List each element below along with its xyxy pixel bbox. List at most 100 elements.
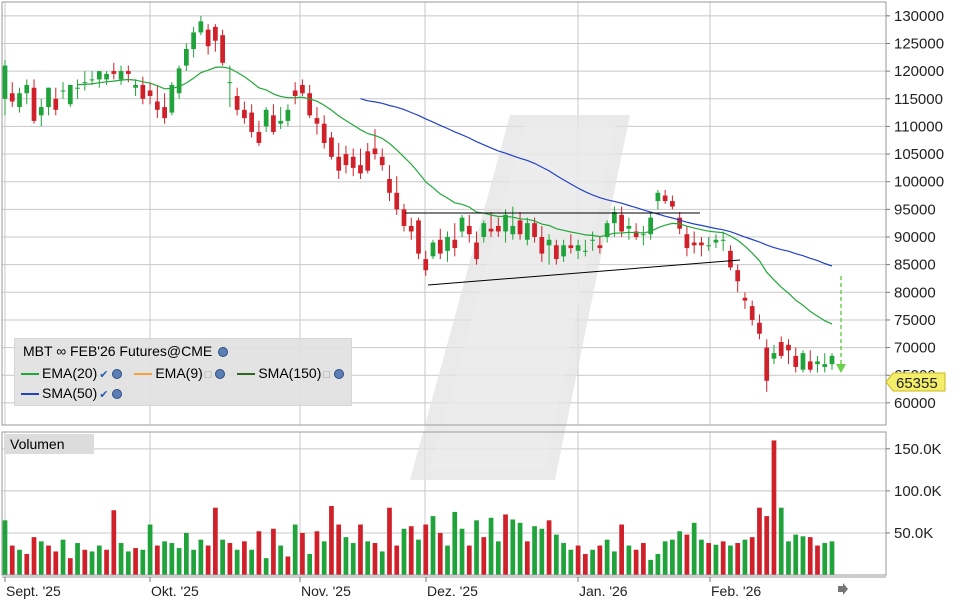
volume-bar — [619, 524, 624, 575]
target-arrow — [836, 276, 846, 373]
volume-bar — [184, 532, 189, 575]
check-icon[interactable]: ✔ — [99, 369, 109, 381]
legend-item-ema20[interactable]: EMA(20) ✔ — [21, 365, 128, 381]
candle — [800, 350, 806, 373]
volume-bar — [641, 543, 646, 575]
candle-body — [372, 148, 378, 155]
candle-body — [133, 84, 138, 88]
volume-bar — [728, 545, 733, 575]
candle-body — [169, 84, 175, 113]
check-icon[interactable]: ✔ — [99, 389, 109, 401]
candle-body — [285, 109, 291, 121]
candle — [31, 79, 37, 124]
candle — [539, 225, 545, 262]
candle-body — [619, 214, 624, 232]
volume-bar — [336, 524, 342, 575]
volume-bar — [713, 544, 719, 575]
volume-bar — [539, 528, 545, 575]
candle-body — [379, 156, 385, 166]
settings-icon[interactable] — [112, 389, 123, 400]
candle — [807, 350, 813, 373]
volume-bar — [31, 537, 37, 575]
candle — [67, 84, 73, 108]
scroll-arrow-icon[interactable] — [838, 583, 848, 595]
candle-body — [691, 242, 697, 246]
candle-body — [278, 120, 284, 124]
candle — [619, 206, 624, 237]
volume-bar — [757, 507, 762, 575]
candle — [176, 65, 182, 99]
candle — [662, 190, 668, 204]
settings-icon[interactable] — [215, 369, 226, 380]
volume-bar — [46, 545, 51, 575]
candle-body — [292, 90, 298, 96]
volume-bar — [17, 549, 22, 575]
volume-bar — [67, 558, 73, 575]
checkbox-icon[interactable]: □ — [323, 369, 331, 381]
candle-body — [815, 361, 820, 365]
legend-row-2: SMA(50) ✔ — [21, 385, 130, 401]
legend-item-sma50[interactable]: SMA(50) ✔ — [21, 385, 128, 401]
settings-icon[interactable] — [112, 369, 123, 380]
volume-bar — [198, 539, 204, 575]
volume-bar — [517, 522, 523, 575]
candle — [430, 239, 436, 260]
candle — [118, 65, 124, 85]
candle — [154, 84, 160, 119]
volume-bar — [445, 545, 450, 575]
candle-body — [271, 115, 276, 132]
candle — [343, 145, 349, 174]
volume-bar — [815, 545, 820, 575]
candle-body — [321, 123, 327, 143]
candle — [89, 71, 95, 85]
candle-body — [343, 154, 349, 166]
candle-body — [263, 109, 269, 127]
volume-bar — [169, 543, 175, 575]
volume-bar — [466, 545, 472, 575]
legend-item-sma150[interactable]: SMA(150) □ — [237, 365, 350, 381]
candle-body — [488, 228, 494, 232]
volume-bar — [358, 524, 363, 575]
legend-item-ema9[interactable]: EMA(9) □ — [134, 365, 231, 381]
candle-body — [612, 212, 617, 224]
volume-bar — [670, 539, 675, 575]
candle-body — [154, 101, 160, 110]
candle-body — [104, 73, 109, 80]
volume-bar — [655, 553, 661, 575]
candle — [278, 107, 284, 130]
candle — [815, 355, 820, 373]
candle-body — [60, 90, 66, 92]
axes — [1, 1, 887, 578]
settings-icon[interactable] — [334, 369, 345, 380]
candle — [263, 107, 269, 132]
volume-bar — [749, 537, 755, 575]
volume-bar — [111, 510, 117, 575]
candle — [735, 264, 741, 293]
candle — [53, 87, 59, 116]
volume-bar — [125, 551, 131, 575]
candle-body — [590, 239, 595, 241]
volume-bar — [53, 551, 59, 575]
candle-body — [662, 195, 668, 202]
volume-bar — [662, 541, 668, 575]
candle — [307, 84, 313, 119]
candle-body — [408, 225, 414, 232]
ema20-line — [77, 66, 833, 325]
candle-body — [771, 353, 777, 359]
checkbox-icon[interactable]: □ — [204, 369, 212, 381]
volume-bar — [691, 522, 697, 575]
candle — [184, 43, 189, 72]
candle-body — [524, 223, 530, 240]
volume-bar — [9, 545, 15, 575]
volume-bar — [104, 549, 109, 575]
settings-icon[interactable] — [218, 347, 229, 358]
candle — [488, 212, 494, 237]
candle — [582, 239, 588, 257]
candle-body — [430, 242, 436, 257]
candle-body — [503, 214, 508, 232]
candle — [140, 76, 146, 105]
volume-bar — [553, 534, 559, 575]
candle-body — [256, 131, 262, 143]
candle-body — [532, 223, 537, 237]
candle-body — [713, 239, 719, 243]
